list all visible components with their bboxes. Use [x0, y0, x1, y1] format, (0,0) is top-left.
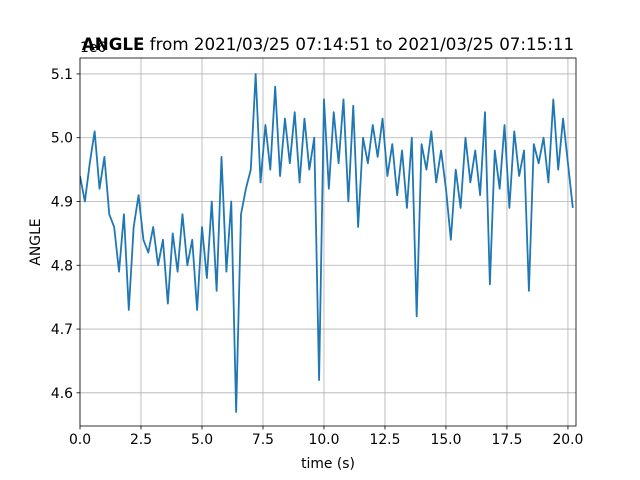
y-offset: 1e6	[80, 40, 106, 56]
x-axis-label: time (s)	[301, 456, 355, 472]
x-tick-label: 17.5	[491, 432, 522, 448]
x-tick-label: 5.0	[191, 432, 213, 448]
x-tick-label: 7.5	[252, 432, 274, 448]
title-rest: from 2021/03/25 07:14:51 to 2021/03/25 0…	[144, 34, 574, 54]
y-tick-label: 4.9	[51, 195, 73, 211]
x-tick-label: 2.5	[130, 432, 152, 448]
x-tick-label: 0.0	[69, 432, 91, 448]
y-tick-label: 4.8	[51, 258, 73, 274]
chart-title: ANGLE from 2021/03/25 07:14:51 to 2021/0…	[82, 34, 574, 54]
data-line	[80, 73, 574, 413]
x-tick-label: 15.0	[430, 432, 461, 448]
y-tick-label: 4.6	[51, 386, 73, 402]
y-tick-label: 5.1	[51, 67, 73, 83]
x-tick-label: 12.5	[369, 432, 400, 448]
x-tick-label: 10.0	[309, 432, 340, 448]
plot-frame	[79, 57, 577, 427]
title-bold: ANGLE	[82, 34, 145, 54]
y-axis-label: ANGLE	[28, 218, 44, 265]
y-tick-label: 4.7	[51, 322, 73, 338]
x-tick-label: 20.0	[552, 432, 583, 448]
y-tick-label: 5.0	[51, 131, 73, 147]
